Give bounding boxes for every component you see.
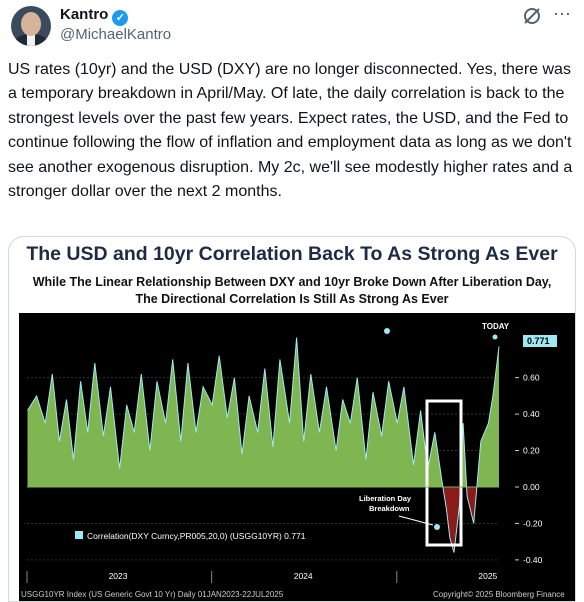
tweet-text: US rates (10yr) and the USD (DXY) are no…	[8, 61, 573, 201]
tweet-header: Kantro ✓ @MichaelKantro ⋯	[8, 4, 576, 48]
trough-marker	[434, 524, 440, 530]
annotation-line2: Breakdown	[369, 504, 410, 513]
grok-icon[interactable]	[522, 6, 542, 26]
footer-right: Copyright© 2025 Bloomberg Finance	[433, 590, 565, 599]
peak-marker	[384, 328, 390, 334]
y-tick-label: 0.40	[523, 409, 540, 419]
y-tick-label: 0.60	[523, 373, 540, 383]
author-name[interactable]: Kantro ✓	[60, 6, 129, 26]
chart-title: The USD and 10yr Correlation Back To As …	[26, 243, 558, 265]
correlation-chart: 0.600.400.200.00-0.20-0.40 2023 2024 2025 …	[21, 322, 565, 599]
author-handle[interactable]: @MichaelKantro	[60, 26, 172, 43]
x-tick-label: 2025	[478, 571, 497, 581]
avatar[interactable]	[11, 6, 51, 46]
annotation-line1: Liberation Day	[359, 494, 412, 503]
breakdown-area	[27, 487, 499, 553]
y-tick-layer: 0.60 0.40 0.20 0.00 -0.20 -0.40	[515, 373, 543, 565]
x-tick-label: 2024	[294, 571, 313, 581]
correlation-line	[27, 337, 500, 553]
y-tick-label: 0.20	[523, 446, 540, 456]
current-value-box	[523, 335, 557, 347]
x-tick-layer: 2023 2024 2025	[26, 571, 498, 583]
y-tick-label: 0.00	[523, 482, 540, 492]
current-value-label: 0.771	[527, 336, 550, 346]
footer-left: USGG10YR Index (US Generic Govt 10 Yr) D…	[21, 590, 284, 599]
chart-subtitle-line1: While The Linear Relationship Between DX…	[32, 275, 552, 289]
chart-image[interactable]: The USD and 10yr Correlation Back To As …	[8, 236, 576, 602]
chart-subtitle-line2: The Directional Correlation Is Still As …	[135, 292, 449, 306]
author-name-text[interactable]: Kantro	[60, 6, 109, 23]
y-tick-label: -0.40	[523, 555, 543, 565]
today-marker	[492, 334, 498, 340]
x-tick-label: 2023	[109, 571, 128, 581]
legend-swatch	[75, 531, 83, 539]
today-label: TODAY	[482, 322, 510, 331]
y-tick-label: -0.20	[523, 518, 543, 528]
chart-subtitle: While The Linear Relationship Between DX…	[9, 274, 575, 308]
verified-badge-icon: ✓	[112, 10, 129, 26]
correlation-area	[27, 337, 499, 487]
more-icon[interactable]: ⋯	[553, 4, 572, 24]
legend-label: Correlation(DXY Curncy,PR005,20,0) (USGG…	[87, 531, 306, 541]
plot-area: 0.60 0.40 0.20 0.00 -0.20 -0.40 2023 2024 2025 …	[19, 313, 575, 601]
breakdown-highlight-box	[425, 399, 463, 547]
annotation-arrow	[398, 515, 434, 526]
